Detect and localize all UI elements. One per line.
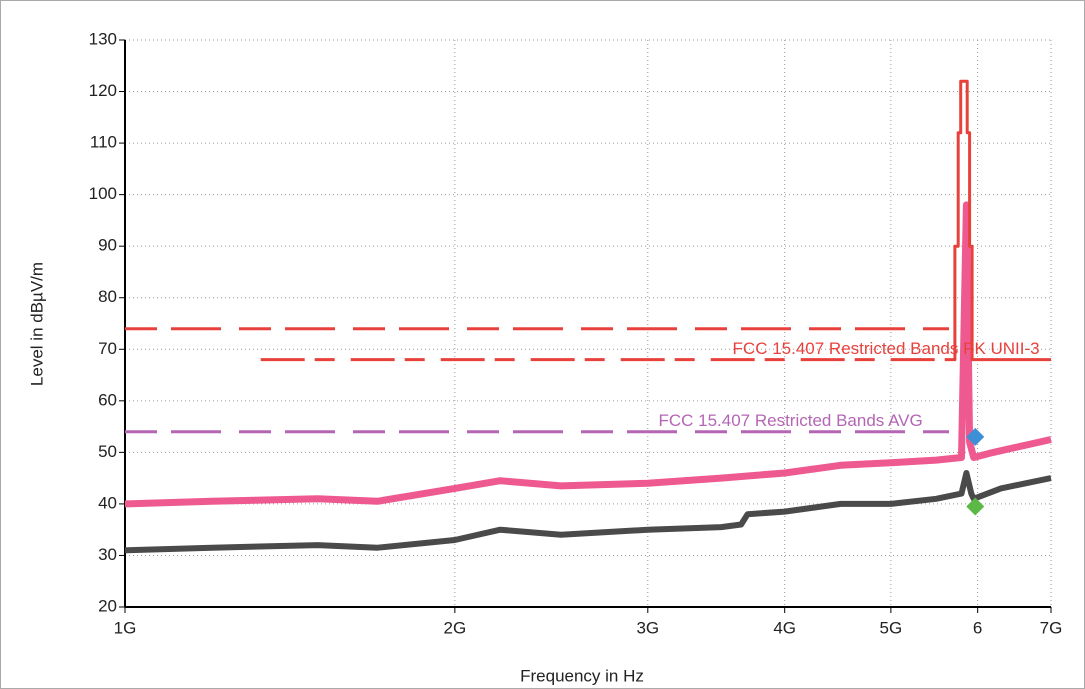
x-tick-label: 4G xyxy=(773,618,796,637)
y-tick-label: 70 xyxy=(98,339,117,358)
series-line xyxy=(949,79,1051,362)
x-tick-label: 7G xyxy=(1040,618,1063,637)
y-tick-label: 80 xyxy=(98,287,117,306)
x-tick-label: 1G xyxy=(114,618,137,637)
y-tick-label: 110 xyxy=(90,133,117,152)
y-tick-label: 100 xyxy=(89,184,117,203)
series-line xyxy=(124,470,1052,554)
series-line xyxy=(124,201,1052,508)
y-tick-label: 20 xyxy=(98,596,117,615)
y-tick-label: 40 xyxy=(98,493,117,512)
y-tick-label: 90 xyxy=(98,236,117,255)
x-tick-label: 3G xyxy=(636,618,659,637)
y-tick-label: 130 xyxy=(89,29,117,48)
y-axis-label: Level in dBµV/m xyxy=(27,262,46,386)
x-tick-label: 2G xyxy=(444,618,467,637)
y-tick-label: 120 xyxy=(89,81,117,100)
x-tick-label: 5G xyxy=(880,618,903,637)
marker xyxy=(966,427,985,446)
series-label: FCC 15.407 Restricted Bands PK UNII-3 xyxy=(733,339,1040,358)
x-tick-label: 6 xyxy=(973,618,982,637)
marker xyxy=(966,497,985,516)
y-tick-label: 50 xyxy=(98,442,117,461)
y-tick-label: 30 xyxy=(98,545,117,564)
y-tick-label: 60 xyxy=(98,390,117,409)
series-label: FCC 15.407 Restricted Bands AVG xyxy=(658,411,922,430)
x-axis-label: Frequency in Hz xyxy=(520,666,644,685)
